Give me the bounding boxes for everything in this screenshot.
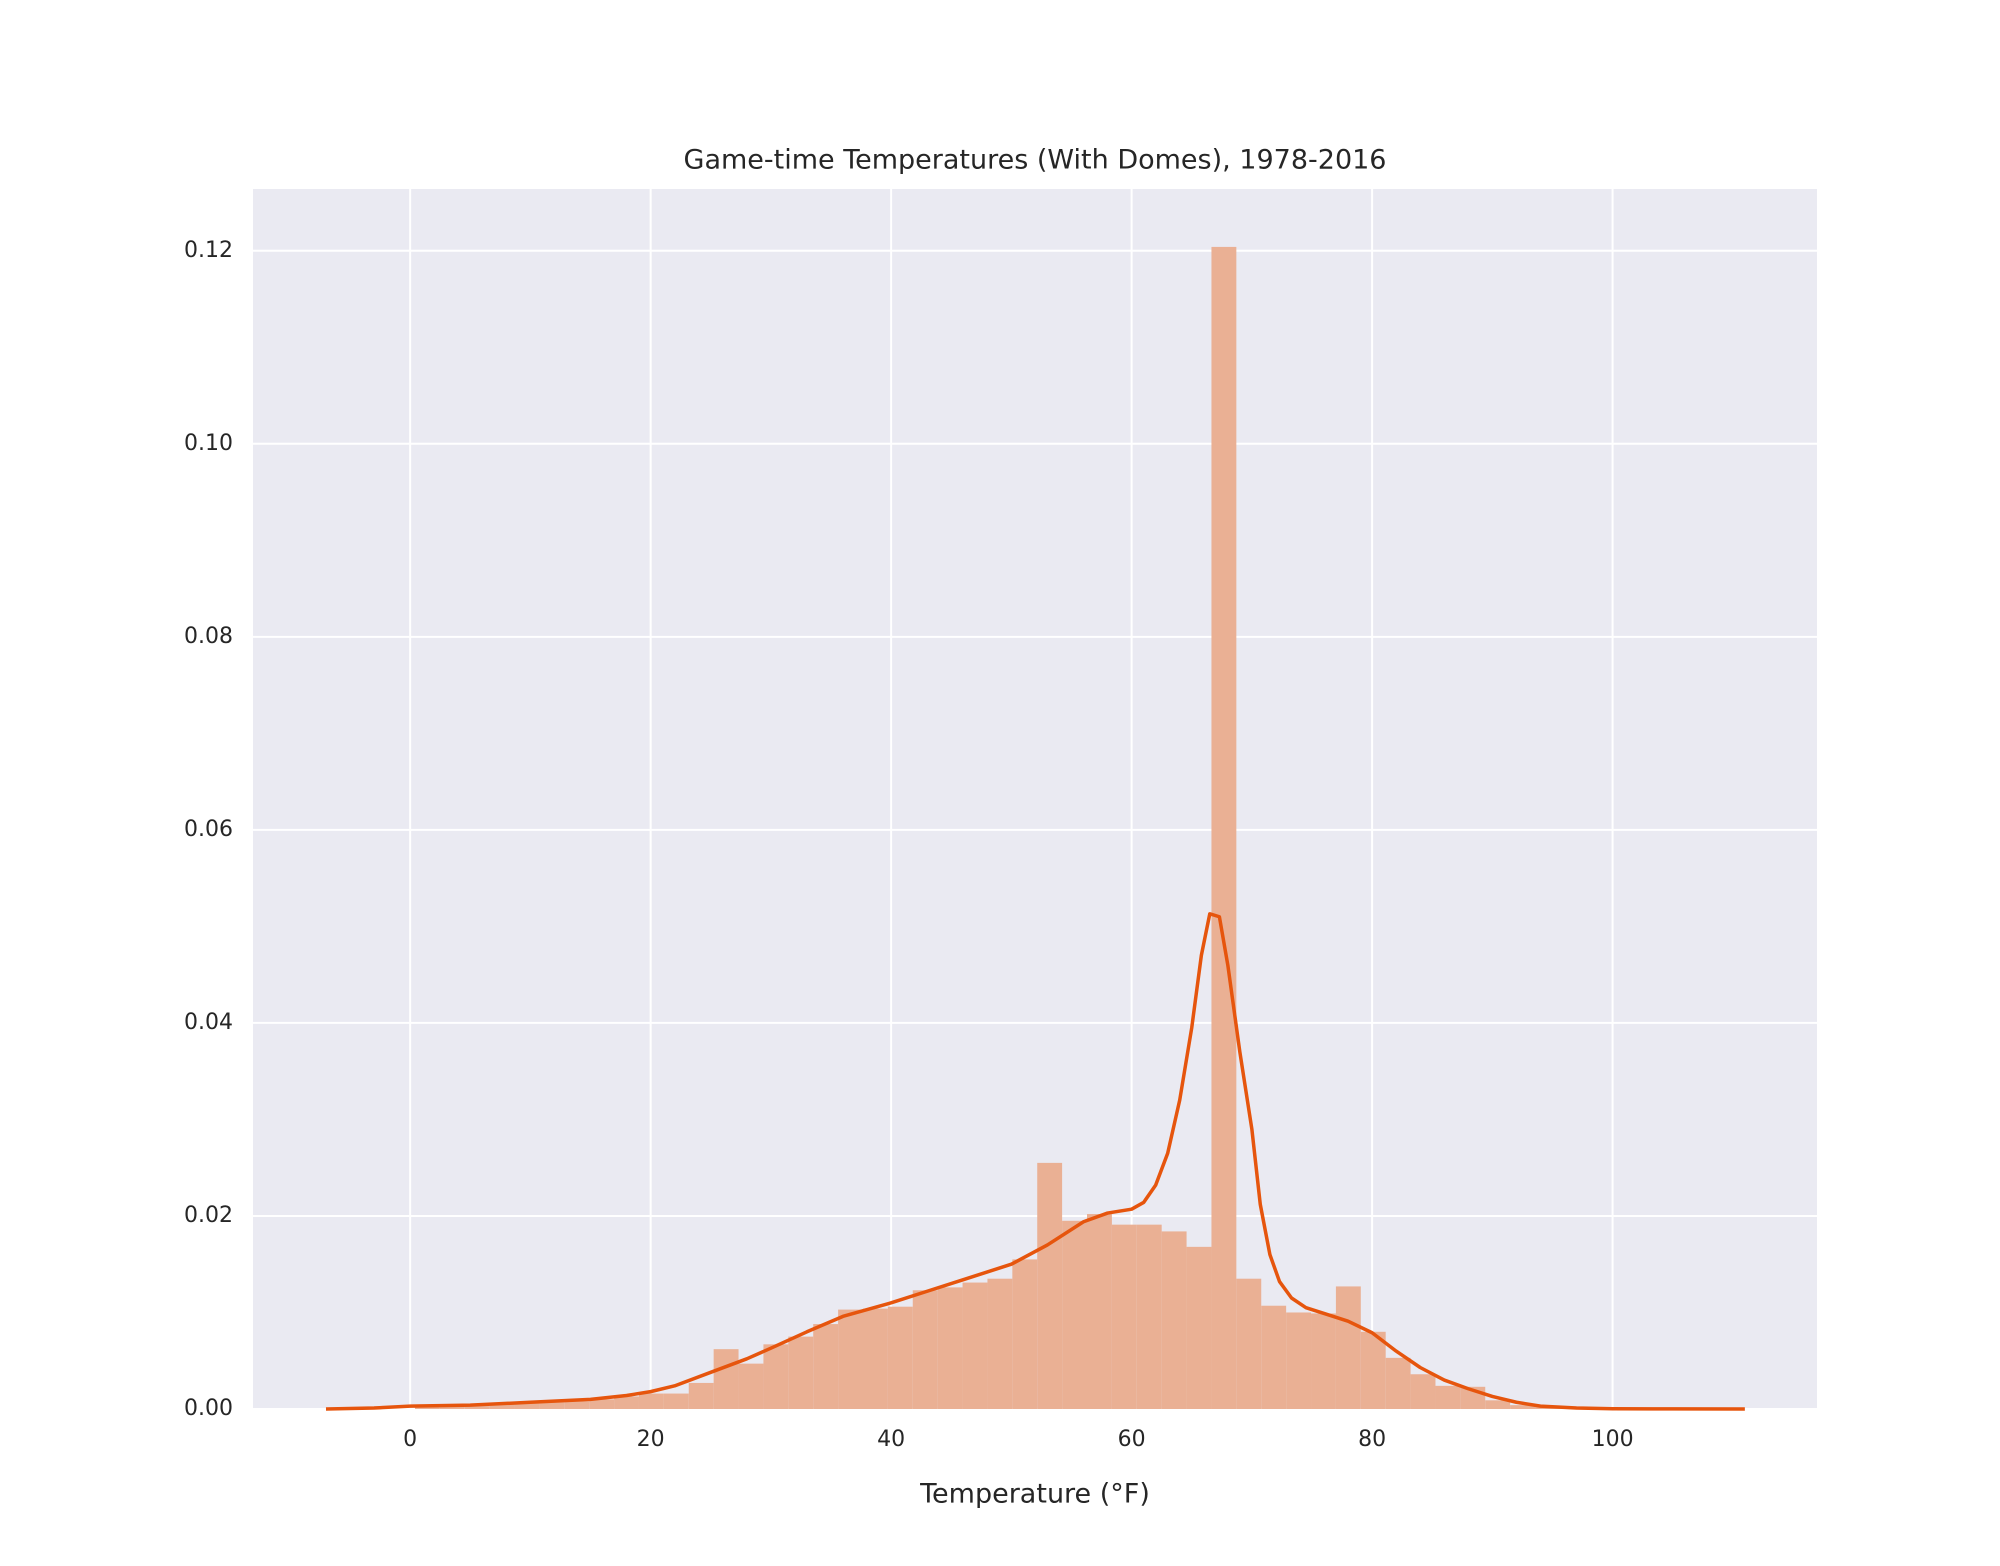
histogram-bar bbox=[688, 1382, 714, 1409]
histogram-bar bbox=[1012, 1259, 1038, 1409]
y-tick-label: 0.00 bbox=[184, 1396, 233, 1421]
histogram-bar bbox=[663, 1393, 689, 1409]
histogram-bar bbox=[1087, 1214, 1112, 1409]
x-tick-label: 80 bbox=[1358, 1427, 1386, 1452]
histogram-bar bbox=[912, 1290, 938, 1409]
histogram-bar bbox=[937, 1287, 963, 1409]
histogram-bar bbox=[987, 1278, 1013, 1409]
histogram-bar bbox=[1261, 1305, 1287, 1409]
histogram-bar bbox=[788, 1336, 814, 1409]
y-tick-label: 0.06 bbox=[184, 817, 233, 842]
histogram-bar bbox=[1435, 1385, 1461, 1409]
x-tick-label: 20 bbox=[637, 1427, 665, 1452]
histogram-bar bbox=[589, 1399, 615, 1409]
histogram-bar bbox=[887, 1306, 913, 1409]
histogram-bar bbox=[638, 1393, 664, 1409]
histogram-bar bbox=[813, 1324, 839, 1409]
histogram-bar bbox=[1136, 1224, 1162, 1409]
histogram-bar bbox=[1286, 1312, 1312, 1409]
histogram-bar bbox=[1385, 1357, 1411, 1409]
histogram-bar bbox=[1037, 1162, 1063, 1409]
histogram-bar bbox=[1161, 1231, 1187, 1409]
histogram-bar bbox=[1211, 246, 1237, 1410]
histogram-bar bbox=[439, 1406, 465, 1409]
y-tick-label: 0.08 bbox=[184, 624, 233, 649]
histogram-bar bbox=[763, 1344, 789, 1409]
y-tick-label: 0.12 bbox=[184, 238, 233, 263]
histogram-bar bbox=[1485, 1400, 1511, 1409]
histogram-bar bbox=[1062, 1220, 1088, 1409]
plot-background bbox=[253, 189, 1817, 1409]
histogram-bar bbox=[1335, 1286, 1361, 1409]
histogram-bar bbox=[1111, 1224, 1137, 1409]
histogram-bar bbox=[1360, 1331, 1386, 1409]
x-tick-label: 60 bbox=[1118, 1427, 1146, 1452]
histogram-bar bbox=[862, 1308, 888, 1409]
histogram-bar bbox=[1410, 1374, 1436, 1409]
histogram-bar bbox=[838, 1309, 863, 1409]
y-tick-label: 0.10 bbox=[184, 431, 233, 456]
histogram-bar bbox=[489, 1404, 515, 1409]
histogram-bar bbox=[1236, 1278, 1262, 1409]
histogram-bar bbox=[1311, 1313, 1336, 1409]
x-tick-label: 100 bbox=[1592, 1427, 1634, 1452]
histogram-bar bbox=[539, 1402, 565, 1409]
y-tick-label: 0.02 bbox=[184, 1203, 233, 1228]
histogram-bar bbox=[962, 1282, 988, 1409]
x-axis-label: Temperature (°F) bbox=[919, 1479, 1150, 1510]
histogram-bar bbox=[614, 1396, 639, 1409]
x-tick-label: 0 bbox=[403, 1427, 417, 1452]
histogram-bar bbox=[564, 1401, 590, 1409]
x-tick-label: 40 bbox=[877, 1427, 905, 1452]
kde-line bbox=[325, 912, 1745, 1411]
y-tick-label: 0.04 bbox=[184, 1010, 233, 1035]
histogram-bar bbox=[1510, 1405, 1536, 1409]
histogram-bar bbox=[514, 1403, 540, 1409]
histogram-bar bbox=[713, 1349, 739, 1409]
histogram-bar bbox=[738, 1363, 764, 1409]
histogram-bar bbox=[1186, 1246, 1212, 1409]
chart-title: Game-time Temperatures (With Domes), 197… bbox=[684, 145, 1387, 176]
histogram-bar bbox=[464, 1406, 490, 1409]
